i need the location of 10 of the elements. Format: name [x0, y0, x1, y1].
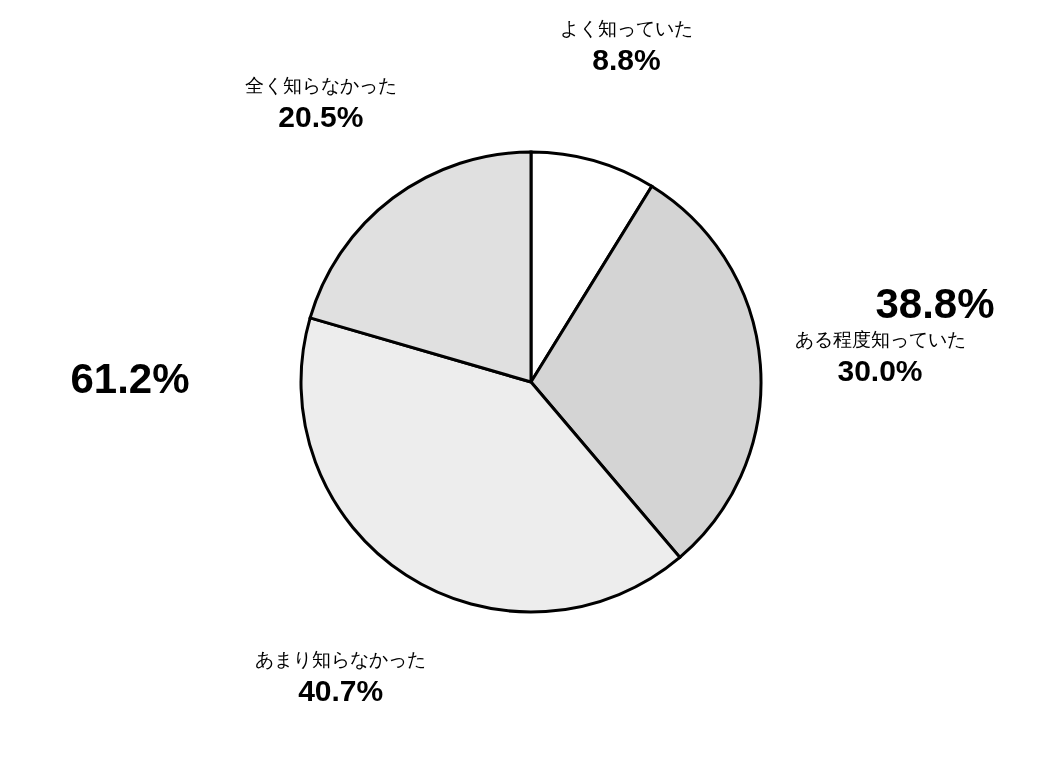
- text: 38.8%: [875, 280, 995, 327]
- data-label: 8.8%: [592, 43, 661, 77]
- data-label: 40.7%: [298, 673, 384, 707]
- data-label: 30.0%: [837, 353, 923, 387]
- slice-label: ある程度知っていた: [794, 328, 966, 350]
- slice-label: よく知っていた: [560, 18, 694, 40]
- slice-label: あまり知らなかった: [255, 648, 427, 670]
- slice-label: 全く知らなかった: [244, 75, 397, 97]
- text: 61.2%: [70, 355, 190, 402]
- data-label: 20.5%: [278, 100, 364, 134]
